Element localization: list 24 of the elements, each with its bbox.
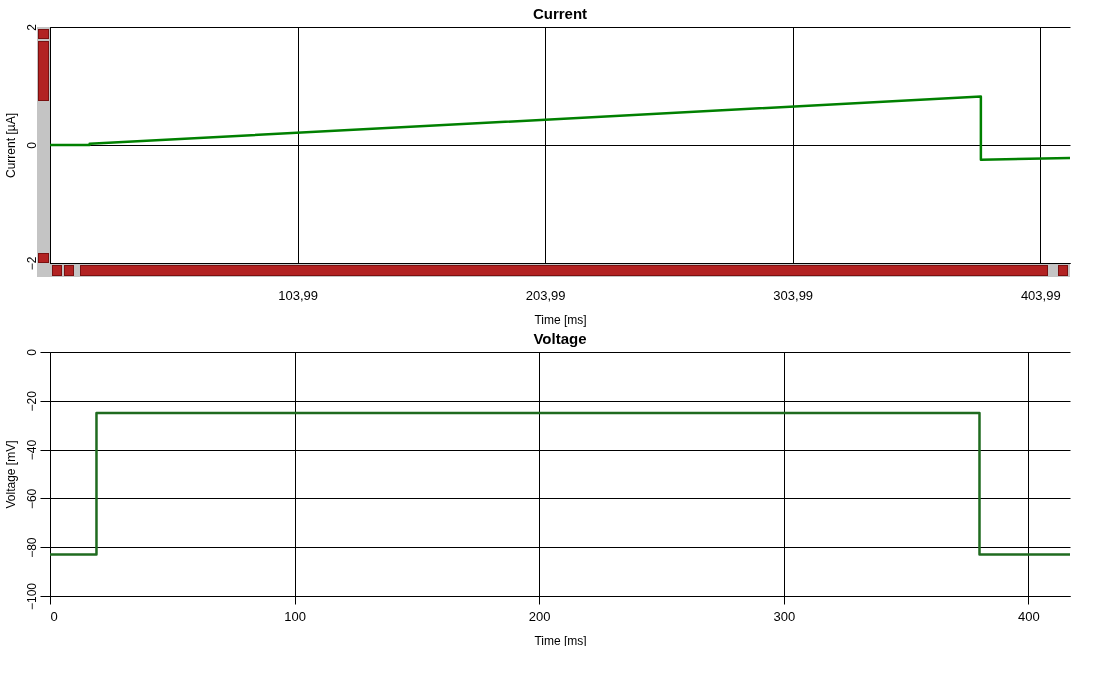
- x-tick-label: 300: [773, 608, 796, 624]
- y-tick-label: −60: [24, 488, 39, 510]
- line-series: [48, 95, 1072, 161]
- x-axis-title: Time [ms]: [534, 312, 587, 327]
- x-tick-label: 203,99: [525, 287, 566, 303]
- y-tick-label: −40: [24, 439, 39, 461]
- x-tick-label: 103,99: [278, 287, 318, 303]
- x-tick-label: 200: [528, 608, 551, 624]
- x-tick-label: 0: [50, 608, 58, 624]
- x-tick-label: 303,99: [773, 287, 814, 303]
- y-axis-title: Current [µA]: [3, 113, 18, 178]
- y-tick-label: −80: [24, 537, 39, 558]
- y-tick-label: −2: [24, 256, 39, 271]
- y-tick-label: 0: [24, 348, 39, 356]
- x-tick-label: 403,99: [1020, 287, 1061, 303]
- y-tick-label: 0: [24, 141, 39, 149]
- chart-title: Voltage: [533, 329, 587, 347]
- y-axis-title: Voltage [mV]: [3, 440, 18, 509]
- chart-title: Current: [532, 4, 588, 22]
- x-tick-label: 100: [284, 608, 306, 624]
- y-tick-label: −20: [24, 390, 39, 412]
- x-tick-label: 400: [1018, 608, 1040, 624]
- y-tick-label: −100: [24, 582, 39, 611]
- y-tick-label: 2: [24, 23, 39, 31]
